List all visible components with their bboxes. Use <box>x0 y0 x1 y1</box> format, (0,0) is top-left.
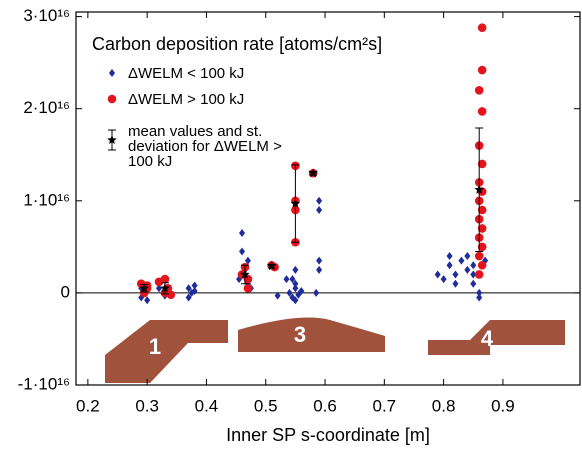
region-shape <box>105 320 228 383</box>
diamond-point <box>464 265 471 274</box>
diamond-point <box>292 279 299 288</box>
mean-star <box>266 261 277 271</box>
circle-point <box>477 65 487 75</box>
diamond-point <box>313 288 320 297</box>
region-shape <box>428 320 565 355</box>
circle-point <box>477 224 487 233</box>
diamond-point <box>434 270 441 279</box>
diamond-point <box>446 261 453 270</box>
y-tick-label: 0 <box>61 282 70 301</box>
x-tick-label: 0.8 <box>432 396 456 415</box>
legend-marker <box>109 69 115 77</box>
diamond-point <box>452 270 459 279</box>
circle-point <box>477 107 487 116</box>
diamond-point <box>470 279 477 288</box>
region-label: 3 <box>294 322 306 347</box>
diamond-point <box>289 275 296 284</box>
diamond-point <box>244 256 251 265</box>
diamond-point <box>452 279 459 288</box>
y-tick-label: 1·10¹⁶ <box>23 190 70 209</box>
diamond-point <box>316 196 323 205</box>
diamond-point <box>316 206 323 215</box>
legend-label: ΔWELM < 100 kJ <box>128 65 245 82</box>
diamond-point <box>144 296 151 305</box>
mean-star <box>240 269 250 279</box>
circle-point <box>477 260 487 270</box>
diamond-point <box>440 275 447 284</box>
circle-point <box>474 85 484 95</box>
x-tick-label: 0.6 <box>313 396 337 415</box>
diamond-point <box>185 284 192 293</box>
x-tick-label: 0.2 <box>76 396 100 415</box>
diamond-point <box>446 252 453 261</box>
diamond-point <box>464 252 471 261</box>
diamond-point <box>286 288 293 297</box>
diamond-point <box>283 275 290 284</box>
mean-star <box>139 283 149 293</box>
circle-point <box>477 242 487 252</box>
diamond-point <box>292 296 299 305</box>
region-label: 1 <box>149 334 161 359</box>
x-tick-label: 0.9 <box>491 396 515 415</box>
circle-point <box>243 283 253 293</box>
circle-point <box>474 270 484 279</box>
legend-marker <box>107 94 117 104</box>
diamond-point <box>239 247 246 256</box>
diamond-point <box>470 261 477 270</box>
mean-star <box>308 168 318 178</box>
diamond-point <box>188 288 195 297</box>
chart-title: Carbon deposition rate [atoms/cm²s] <box>92 34 382 54</box>
diamond-point <box>316 256 323 265</box>
circle-point <box>477 205 487 215</box>
mean-star <box>474 184 484 194</box>
x-tick-label: 0.3 <box>135 396 159 415</box>
diamond-point <box>239 229 246 238</box>
circle-point <box>477 23 487 32</box>
mean-star <box>290 198 301 208</box>
legend-label: ΔWELM > 100 kJ <box>128 91 245 108</box>
circle-point <box>474 251 484 261</box>
y-tick-label: 2·10¹⁶ <box>23 98 70 117</box>
diamond-point <box>476 288 483 297</box>
diamond-point <box>298 287 305 296</box>
legend-marker <box>107 135 117 144</box>
diamond-point <box>156 284 163 293</box>
region-label: 4 <box>481 326 494 351</box>
diamond-point <box>292 265 299 274</box>
diamond-point <box>191 281 198 290</box>
y-tick-label: -1·10¹⁶ <box>18 374 70 393</box>
y-tick-label: 3·10¹⁶ <box>23 6 70 25</box>
diamond-point <box>274 291 281 300</box>
diamond-point <box>316 265 323 274</box>
diamond-point <box>470 270 477 279</box>
mean-star <box>160 283 170 293</box>
circle-point <box>477 159 487 169</box>
diamond-point <box>476 293 483 302</box>
region-shape <box>238 317 385 352</box>
x-tick-label: 0.7 <box>373 396 397 415</box>
x-tick-label: 0.4 <box>195 396 219 415</box>
circle-point <box>160 274 170 284</box>
diamond-point <box>185 293 192 302</box>
diamond-point <box>458 256 465 265</box>
diamond-point <box>292 284 299 293</box>
plot-frame <box>75 11 581 386</box>
x-tick-label: 0.5 <box>254 396 278 415</box>
legend-label: mean values and st. deviation for ΔWELM … <box>128 123 282 170</box>
x-axis-label: Inner SP s-coordinate [m] <box>226 425 430 445</box>
